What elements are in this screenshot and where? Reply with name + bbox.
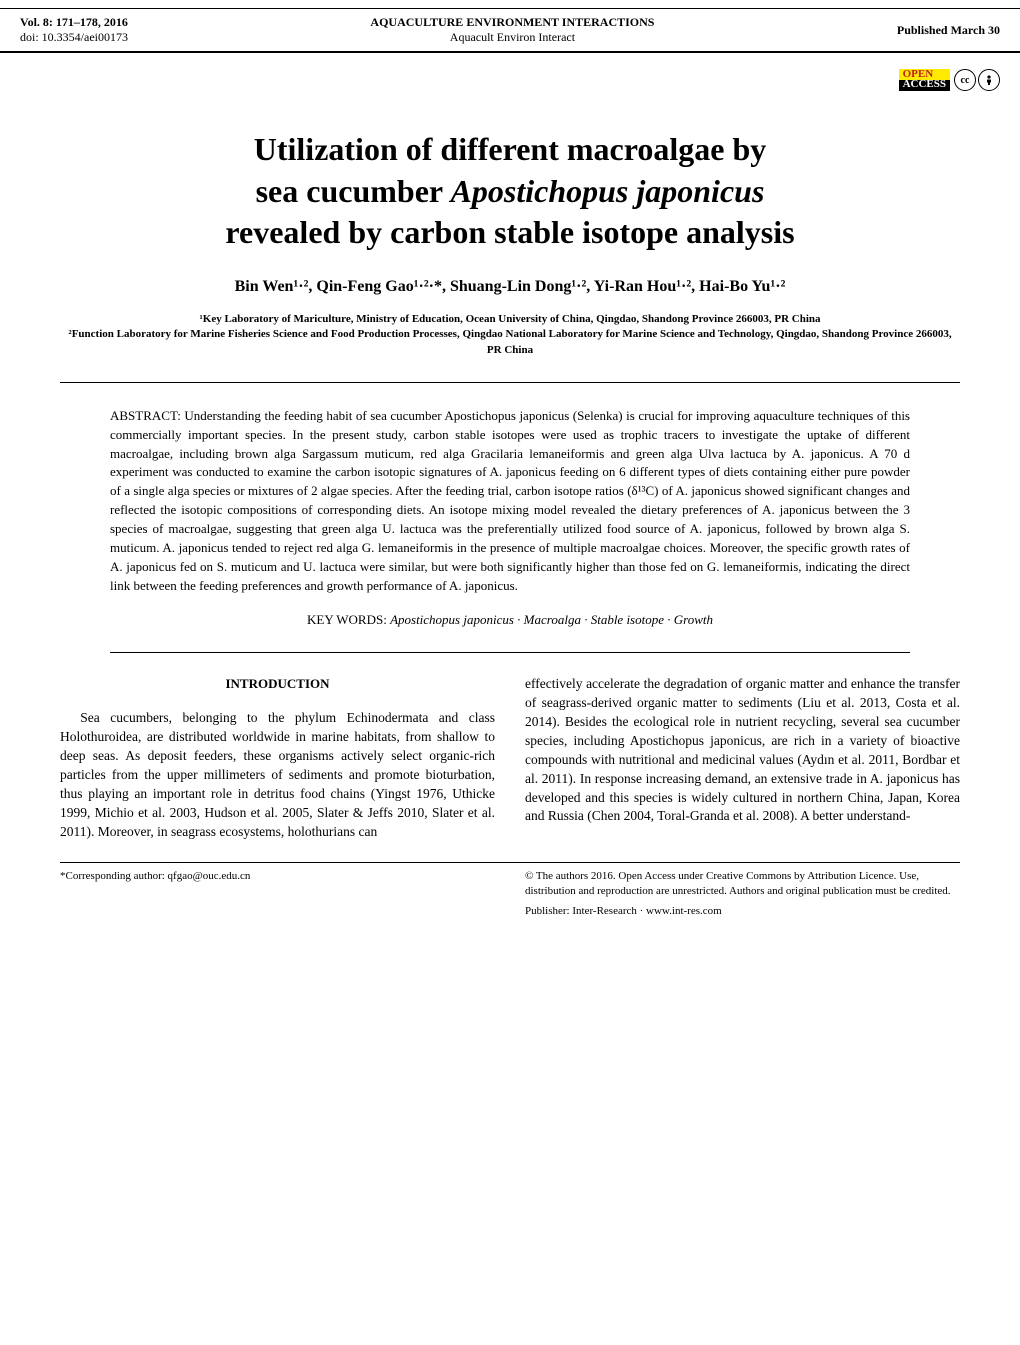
title-line3: revealed by carbon stable isotope analys…	[225, 214, 794, 250]
intro-paragraph-left: Sea cucumbers, belonging to the phylum E…	[60, 709, 495, 841]
footer-right: © The authors 2016. Open Access under Cr…	[525, 869, 960, 920]
title-block: Utilization of different macroalgae by s…	[60, 129, 960, 358]
pub-date: Published March 30	[897, 23, 1000, 38]
keywords-label: KEY WORDS:	[307, 612, 390, 627]
cc-icons: cc	[954, 69, 1000, 91]
journal-name: AQUACULTURE ENVIRONMENT INTERACTIONS Aqu…	[370, 15, 654, 45]
open-access-badge: OPEN ACCESS	[899, 69, 950, 91]
abstract-text: ABSTRACT: Understanding the feeding habi…	[110, 407, 910, 595]
cc-icon: cc	[954, 69, 976, 91]
introduction-heading: INTRODUCTION	[60, 675, 495, 693]
keywords-text: Apostichopus japonicus · Macroalga · Sta…	[390, 612, 713, 627]
right-column: effectively accelerate the degradation o…	[525, 675, 960, 841]
title-line1: Utilization of different macroalgae by	[254, 131, 767, 167]
author-list: Bin Wen¹·², Qin-Feng Gao¹·²·*, Shuang-Li…	[60, 278, 960, 296]
volume-line: Vol. 8: 171–178, 2016	[20, 15, 128, 30]
corresponding-author: *Corresponding author: qfgao@ouc.edu.cn	[60, 870, 250, 882]
oa-access-label: ACCESS	[899, 80, 950, 91]
keywords: KEY WORDS: Apostichopus japonicus · Macr…	[110, 611, 910, 630]
abstract-body: Understanding the feeding habit of sea c…	[110, 408, 910, 593]
divider-top	[60, 382, 960, 383]
abstract-label: ABSTRACT:	[110, 408, 184, 423]
title-line2-pre: sea cucumber	[256, 173, 451, 209]
doi-line: doi: 10.3354/aei00173	[20, 30, 128, 45]
journal-header: Vol. 8: 171–178, 2016 doi: 10.3354/aei00…	[0, 8, 1020, 53]
abstract-block: ABSTRACT: Understanding the feeding habi…	[110, 407, 910, 630]
title-species: Apostichopus japonicus	[451, 173, 765, 209]
journal-abbrev: Aquacult Environ Interact	[370, 30, 654, 45]
body-columns: INTRODUCTION Sea cucumbers, belonging to…	[60, 675, 960, 841]
footer: *Corresponding author: qfgao@ouc.edu.cn …	[60, 862, 960, 920]
footer-left: *Corresponding author: qfgao@ouc.edu.cn	[60, 869, 495, 920]
affiliations: ¹Key Laboratory of Mariculture, Ministry…	[60, 312, 960, 358]
article-title: Utilization of different macroalgae by s…	[60, 129, 960, 254]
intro-paragraph-right: effectively accelerate the degradation o…	[525, 675, 960, 826]
left-column: INTRODUCTION Sea cucumbers, belonging to…	[60, 675, 495, 841]
publisher-line: Publisher: Inter-Research · www.int-res.…	[525, 904, 960, 919]
affiliation-1: ¹Key Laboratory of Mariculture, Ministry…	[60, 312, 960, 327]
volume-doi: Vol. 8: 171–178, 2016 doi: 10.3354/aei00…	[20, 15, 128, 45]
divider-abstract-bottom	[110, 652, 910, 653]
open-access-row: OPEN ACCESS cc	[0, 53, 1020, 99]
license-text: © The authors 2016. Open Access under Cr…	[525, 869, 960, 899]
cc-by-icon	[978, 69, 1000, 91]
journal-full: AQUACULTURE ENVIRONMENT INTERACTIONS	[370, 15, 654, 30]
affiliation-2: ²Function Laboratory for Marine Fisherie…	[60, 327, 960, 358]
